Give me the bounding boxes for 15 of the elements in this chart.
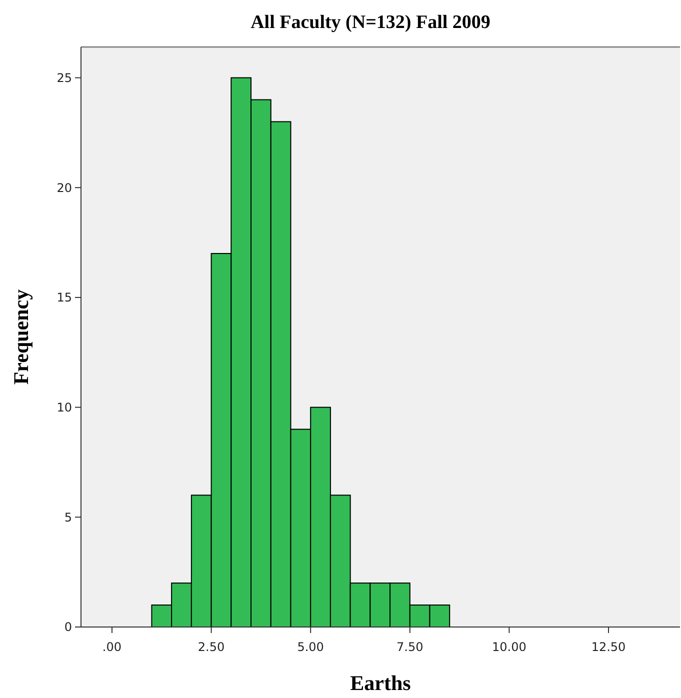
y-tick-label: 25 [56,70,72,85]
x-tick-label: 2.50 [198,640,225,654]
x-tick-label: 10.00 [492,640,526,654]
y-axis-title: Frequency [9,288,33,385]
y-tick-label: 15 [56,290,72,305]
x-tick-label: 5.00 [297,640,324,654]
x-tick-label: 12.50 [591,640,626,654]
y-tick-label: 5 [64,510,72,524]
x-tick-label: 7.50 [396,640,424,654]
y-tick-label: 10 [56,400,72,415]
y-tick-label: 20 [56,180,72,195]
y-tick-label: 0 [64,620,72,634]
chart-title: All Faculty (N=132) Fall 2009 [250,12,490,33]
x-tick-label: .00 [102,640,122,654]
x-axis-title: Earths [350,671,411,695]
